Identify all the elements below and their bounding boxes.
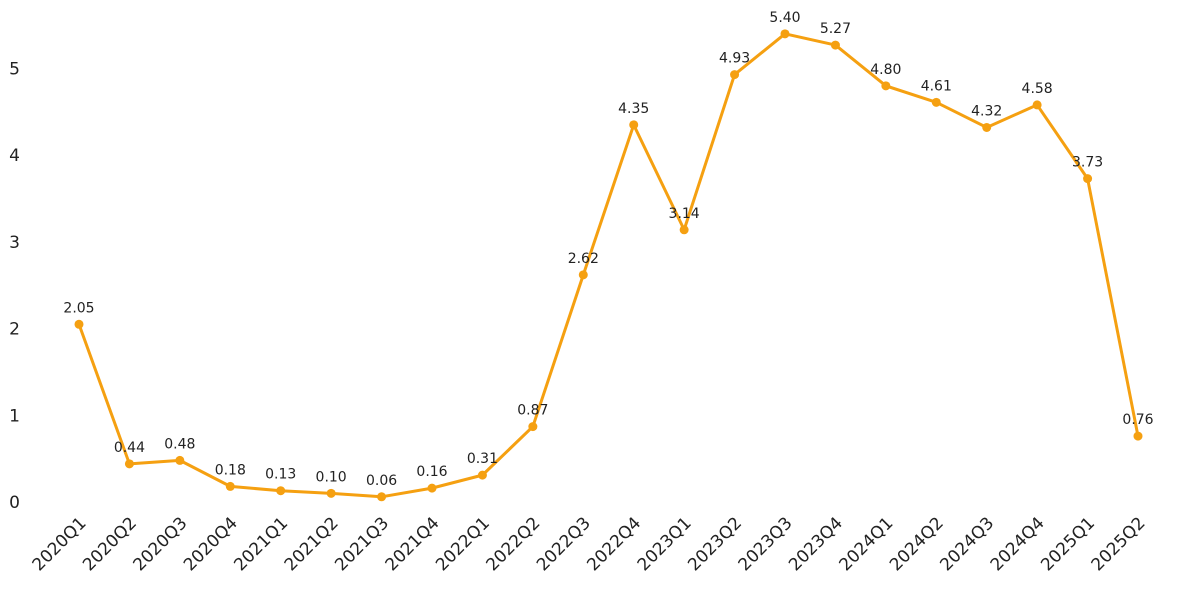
data-label: 0.87: [517, 403, 548, 419]
data-points: [74, 29, 1143, 502]
data-point: [982, 122, 992, 132]
y-tick-label: 1: [9, 406, 20, 426]
y-tick-label: 3: [9, 233, 20, 253]
data-label: 0.44: [114, 440, 145, 456]
data-label: 0.76: [1122, 412, 1153, 428]
data-point: [124, 459, 134, 469]
data-point: [679, 225, 689, 235]
data-label: 0.16: [416, 464, 447, 480]
series-line: [77, 32, 1140, 499]
x-tick-label: 2020Q4: [180, 513, 242, 575]
data-label: 4.35: [618, 101, 649, 117]
x-tick-label: 2024Q1: [836, 513, 898, 575]
data-point: [730, 70, 740, 80]
data-point: [931, 97, 941, 107]
data-label: 4.93: [719, 51, 750, 67]
x-tick-label: 2024Q2: [886, 513, 948, 575]
x-tick-label: 2023Q2: [684, 513, 746, 575]
x-tick-label: 2023Q3: [735, 513, 797, 575]
data-label: 0.18: [215, 462, 246, 478]
data-label: 5.40: [769, 10, 800, 26]
x-tick-label: 2020Q1: [29, 513, 91, 575]
x-tick-label: 2023Q1: [634, 513, 696, 575]
data-label: 2.62: [568, 251, 599, 267]
data-label: 4.61: [921, 78, 952, 94]
x-tick-label: 2024Q4: [987, 513, 1049, 575]
data-point: [1032, 100, 1042, 110]
x-tick-label: 2021Q3: [331, 513, 393, 575]
x-tick-label: 2020Q3: [130, 513, 192, 575]
x-tick-label: 2022Q1: [432, 513, 494, 575]
data-point: [780, 29, 790, 39]
x-tick-label: 2024Q3: [936, 513, 998, 575]
x-tick-label: 2022Q2: [483, 513, 545, 575]
data-label: 3.73: [1072, 155, 1103, 171]
y-tick-label: 4: [9, 146, 20, 166]
data-label: 4.32: [971, 103, 1002, 119]
data-point: [528, 422, 538, 432]
data-label: 0.31: [467, 451, 498, 467]
data-point: [1133, 431, 1143, 441]
data-label: 0.06: [366, 473, 397, 489]
x-tick-label: 2025Q2: [1088, 513, 1150, 575]
y-tick-label: 0: [9, 493, 20, 513]
data-label: 4.80: [870, 62, 901, 78]
data-point: [1083, 174, 1093, 184]
x-tick-label: 2021Q2: [281, 513, 343, 575]
data-point: [830, 40, 840, 50]
data-point: [377, 492, 387, 502]
data-label: 5.27: [820, 21, 851, 37]
x-tick-label: 2021Q1: [230, 513, 292, 575]
x-tick-label: 2022Q3: [533, 513, 595, 575]
data-label: 3.14: [669, 206, 700, 222]
x-tick-label: 2020Q2: [79, 513, 141, 575]
x-tick-label: 2023Q4: [785, 513, 847, 575]
x-tick-label: 2025Q1: [1037, 513, 1099, 575]
x-tick-label: 2022Q4: [583, 513, 645, 575]
data-labels: 2.05 0.44 0.48 0.18 0.13 0.10 0.06 0.16 0.31 0.87…: [63, 10, 1153, 489]
data-label: 0.13: [265, 467, 296, 483]
y-tick-label: 5: [9, 60, 20, 80]
data-point: [629, 120, 639, 130]
data-point: [477, 470, 487, 480]
data-point: [326, 488, 336, 498]
x-tick-label: 2021Q4: [382, 513, 444, 575]
data-point: [74, 319, 84, 329]
data-label: 4.58: [1022, 81, 1053, 97]
data-label: 2.05: [63, 300, 94, 316]
data-point: [427, 483, 437, 493]
data-point: [881, 81, 891, 91]
data-label: 0.10: [316, 469, 347, 485]
data-point: [276, 486, 286, 496]
y-tick-label: 2: [9, 320, 20, 340]
data-point: [175, 455, 185, 465]
data-point: [225, 481, 235, 491]
data-label: 0.48: [164, 436, 195, 452]
x-axis-ticks: 2020Q12020Q22020Q32020Q42021Q12021Q22021…: [29, 513, 1150, 575]
y-axis-ticks: 0 1 2 3 4 5: [9, 60, 20, 514]
data-point: [578, 270, 588, 280]
